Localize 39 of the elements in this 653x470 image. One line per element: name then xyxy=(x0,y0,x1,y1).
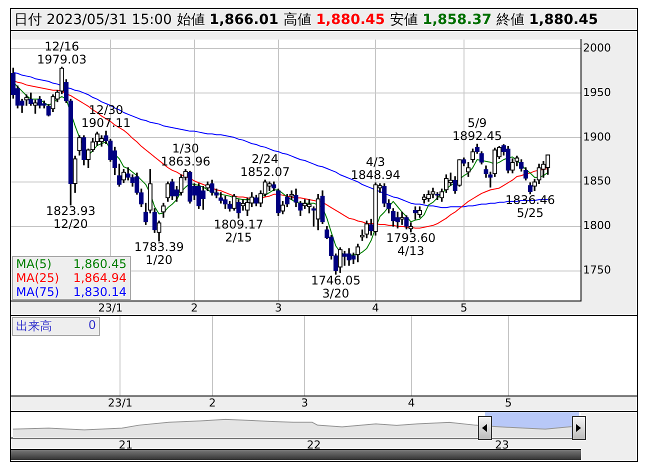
y-tick-label: 1750 xyxy=(583,264,611,277)
text: 0 xyxy=(88,318,96,334)
text: 始値 1,866.01 xyxy=(176,12,278,28)
category-label: 5 xyxy=(504,396,512,410)
annotation: 4/3 1848.94 xyxy=(350,154,400,182)
text: 高値 1,880.45 xyxy=(283,12,386,28)
category-label: 3 xyxy=(301,396,308,410)
annotation: 12/16 1979.03 xyxy=(37,39,87,66)
annotation: 2/24 1852.07 xyxy=(240,152,290,180)
annotation: 5/9 1892.45 xyxy=(452,116,502,144)
y-tick-label: 1900 xyxy=(583,130,611,144)
category-label: 4 xyxy=(408,396,415,410)
x-tick-label: 23 xyxy=(494,438,509,452)
category-label: 23/1 xyxy=(108,396,133,410)
chart-title: 日付 2023/05/31 15:00 xyxy=(14,12,172,28)
annotation: 1809.17 2/15 xyxy=(214,217,264,244)
annotation: 1783.39 1/20 xyxy=(134,240,184,268)
category-label: 2 xyxy=(208,396,216,410)
x-tick-label: 3 xyxy=(274,301,282,314)
y-tick-label: 1850 xyxy=(583,174,611,188)
text: 安値 1,858.37 xyxy=(390,12,492,28)
x-tick-label: 5 xyxy=(460,301,468,314)
text: 出来高 xyxy=(16,318,52,335)
annotation: 1793.60 4/13 xyxy=(386,231,436,258)
x-tick-label: 21 xyxy=(118,438,133,452)
x-tick-label: 2 xyxy=(190,301,198,314)
y-tick-label: 1950 xyxy=(583,86,611,99)
text: 終値 1,880.45 xyxy=(496,12,598,28)
text: MA(25) 1,864.94 xyxy=(16,271,127,285)
annotation: 1/30 1863.96 xyxy=(160,142,210,169)
x-tick-label: 23/1 xyxy=(98,301,123,314)
y-tick-label: 2000 xyxy=(583,41,611,54)
annotation: 1746.05 3/20 xyxy=(310,273,361,300)
annotation: 1823.93 12/20 xyxy=(46,204,96,232)
x-tick-label: 4 xyxy=(372,301,380,314)
text: MA(5) 1,860.45 xyxy=(16,257,127,271)
y-tick-label: 1800 xyxy=(583,219,611,232)
x-tick-label: 22 xyxy=(306,438,321,452)
text: MA(75) 1,830.14 xyxy=(16,285,127,299)
